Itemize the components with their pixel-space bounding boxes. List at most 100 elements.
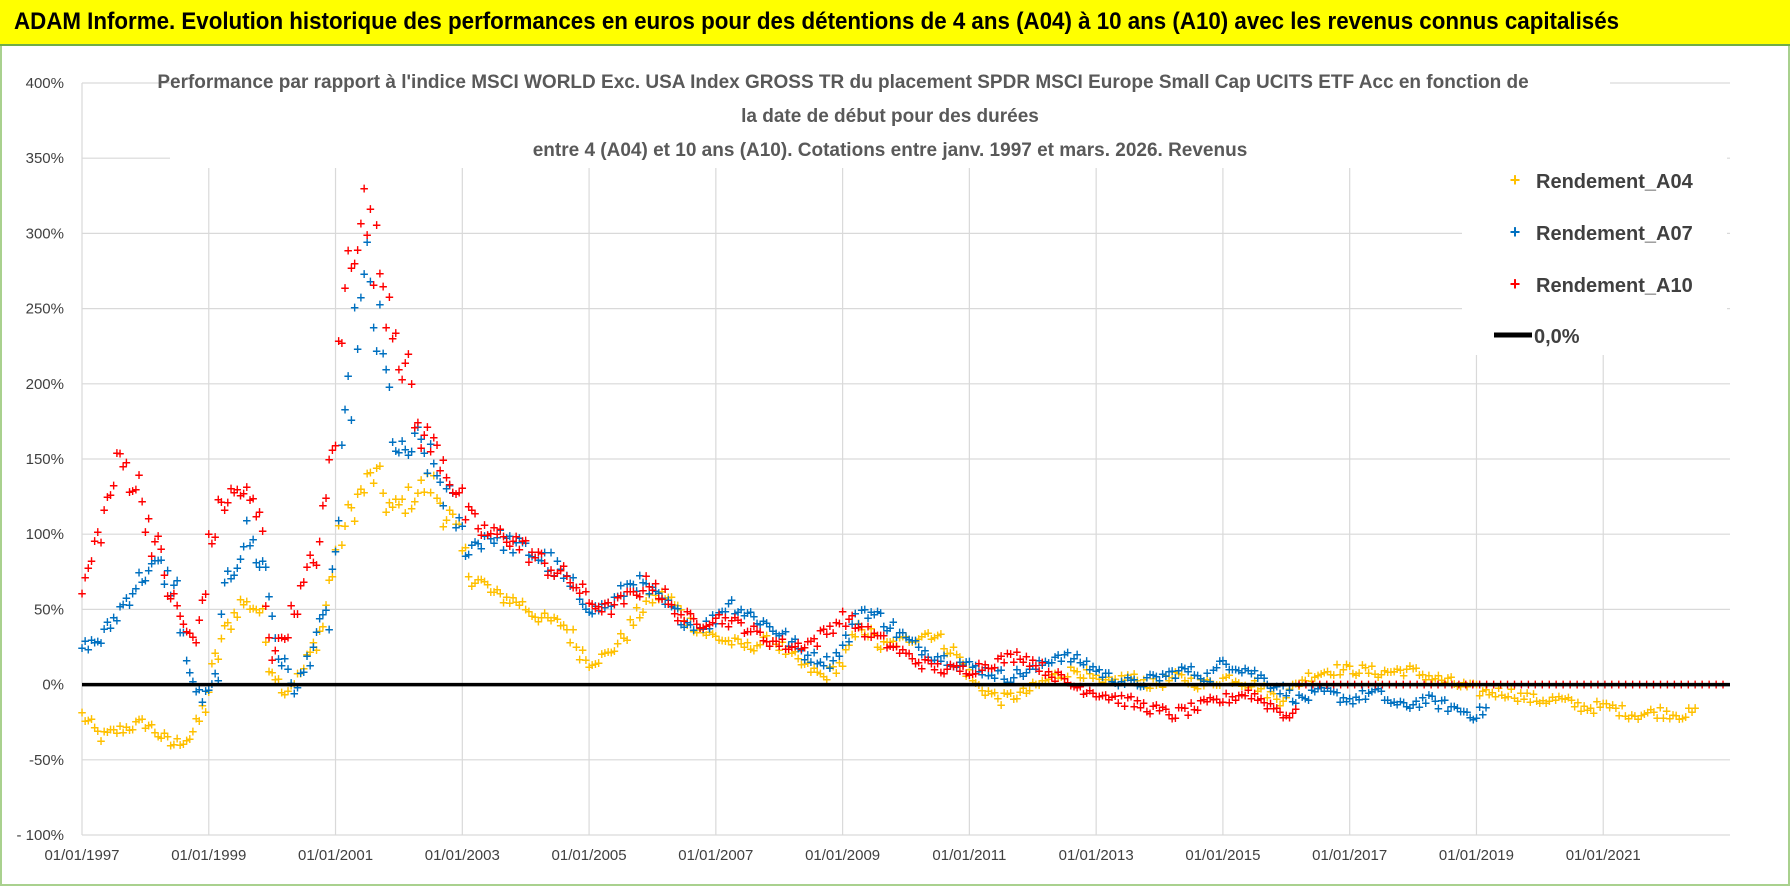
data-point: + (809, 645, 819, 659)
data-point: + (822, 650, 832, 664)
data-point: + (1544, 694, 1554, 708)
data-point: + (277, 685, 287, 699)
data-point: + (727, 638, 737, 652)
data-point: + (441, 513, 451, 527)
data-point: + (1110, 672, 1120, 686)
data-point: + (223, 496, 233, 510)
data-point: + (410, 495, 420, 509)
data-point: + (495, 522, 505, 536)
data-point: + (701, 628, 711, 642)
data-point: + (182, 653, 192, 667)
data-point: + (790, 640, 800, 654)
data-point: + (492, 530, 502, 544)
data-point: + (739, 608, 749, 622)
data-point: + (514, 598, 524, 612)
data-point: + (435, 475, 445, 489)
data-point: + (1437, 694, 1447, 708)
data-point: + (1532, 694, 1542, 708)
data-point: + (394, 445, 404, 459)
data-point: + (999, 656, 1009, 670)
data-point: + (1031, 659, 1041, 673)
data-point: + (708, 616, 718, 630)
data-point: + (121, 720, 131, 734)
data-point: + (1424, 688, 1434, 702)
data-point: + (844, 638, 854, 652)
data-point: + (261, 599, 271, 613)
data-point: + (1462, 705, 1472, 719)
data-point: + (1145, 681, 1155, 695)
data-point: + (112, 446, 122, 460)
data-point: + (413, 486, 423, 500)
data-point: + (1608, 698, 1618, 712)
data-point: + (1009, 655, 1019, 669)
data-point: + (245, 539, 255, 553)
data-point: + (1665, 712, 1675, 726)
data-point: + (464, 547, 474, 561)
data-point: + (1091, 690, 1101, 704)
data-point: + (1395, 663, 1405, 677)
data-point: + (511, 536, 521, 550)
data-point: + (1446, 670, 1456, 684)
data-point: + (296, 667, 306, 681)
data-point: + (134, 566, 144, 580)
data-point: + (571, 581, 581, 595)
data-point: + (1221, 657, 1231, 671)
data-point: + (1116, 668, 1126, 682)
data-point: + (150, 726, 160, 740)
data-point: + (1275, 705, 1285, 719)
data-point: + (568, 622, 578, 636)
data-point: + (1180, 701, 1190, 715)
data-point: + (1322, 664, 1332, 678)
data-point: + (505, 539, 515, 553)
data-point: + (977, 663, 987, 677)
data-point: + (876, 628, 886, 642)
x-tick-label: 01/01/2013 (1059, 847, 1134, 864)
data-point: + (229, 606, 239, 620)
data-point: + (933, 629, 943, 643)
data-point: + (787, 640, 797, 654)
data-point: + (115, 600, 125, 614)
data-point: + (708, 608, 718, 622)
data-point: + (790, 645, 800, 659)
x-tick-label: 01/01/2011 (932, 847, 1006, 864)
data-point: + (679, 614, 689, 628)
data-point: + (774, 643, 784, 657)
data-point: + (115, 447, 125, 461)
data-point: + (1120, 699, 1130, 713)
data-point: + (647, 596, 657, 610)
data-point: + (768, 634, 778, 648)
data-point: + (533, 553, 543, 567)
data-point: + (613, 637, 623, 651)
data-point: + (1506, 682, 1516, 696)
data-point: + (841, 643, 851, 657)
data-point: + (372, 218, 382, 232)
data-point: + (1132, 673, 1142, 687)
data-point: + (1025, 659, 1035, 673)
data-point: + (838, 604, 848, 618)
data-point: + (1059, 672, 1069, 686)
data-point: + (527, 550, 537, 564)
data-point: + (625, 612, 635, 626)
chart-title-background (170, 64, 1610, 168)
data-point: + (673, 614, 683, 628)
data-point: + (267, 609, 277, 623)
data-point: + (1275, 699, 1285, 713)
data-point: + (264, 631, 274, 645)
data-point: + (242, 595, 252, 609)
legend-marker-a04: + (1510, 170, 1521, 190)
data-point: + (1224, 668, 1234, 682)
data-point: + (311, 625, 321, 639)
data-point: + (486, 527, 496, 541)
data-point: + (175, 738, 185, 752)
data-point: + (308, 556, 318, 570)
data-point: + (711, 611, 721, 625)
data-point: + (796, 644, 806, 658)
data-point: + (955, 650, 965, 664)
data-point: + (362, 235, 372, 249)
data-point: + (1212, 692, 1222, 706)
data-point: + (229, 568, 239, 582)
data-point: + (1018, 655, 1028, 669)
data-point: + (1284, 683, 1294, 697)
data-point: + (920, 653, 930, 667)
data-point: + (1231, 693, 1241, 707)
